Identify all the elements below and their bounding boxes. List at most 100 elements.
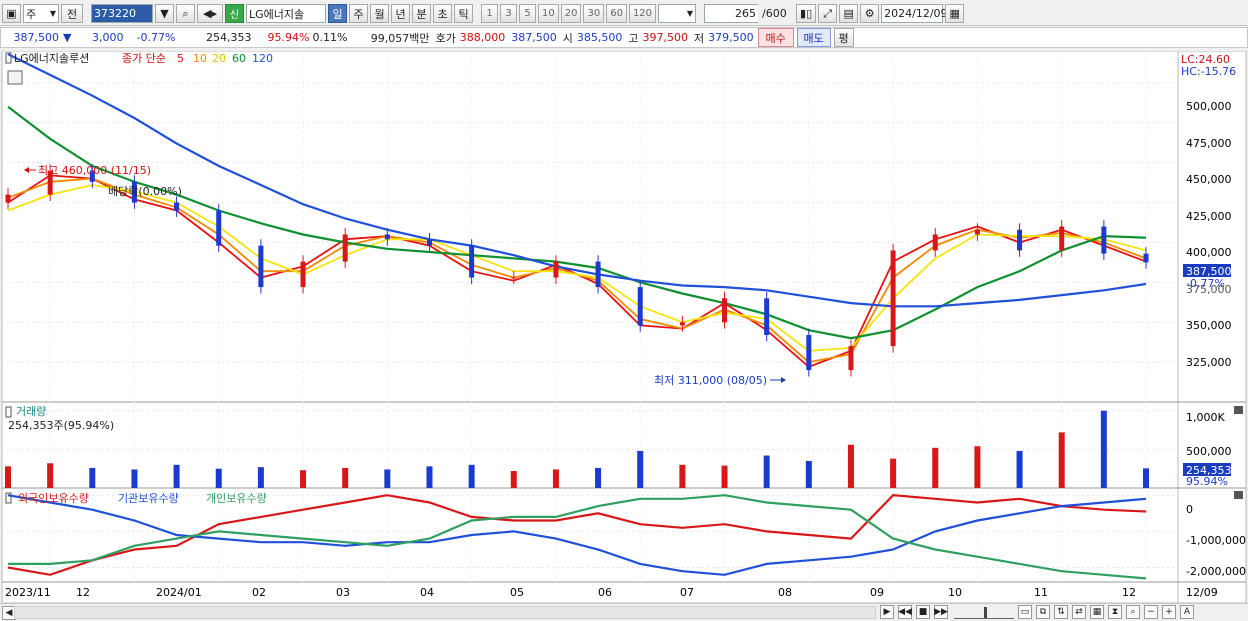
prev-button[interactable]: 전 — [61, 4, 83, 23]
draw-tool-icon[interactable]: ⤢ — [818, 4, 838, 23]
stock-chart[interactable]: LG에너지솔루션 종가 단순 5 10 20 60 120 LC:24.60 H… — [0, 51, 1248, 603]
candle-type-icon[interactable]: ▮▯ — [796, 4, 817, 23]
x-tick: 10 — [948, 586, 962, 599]
holding-legend: 외국인보유수량 기관보유수량 개인보유수량 — [5, 492, 267, 505]
compare-icon[interactable]: ⇄ — [1072, 605, 1086, 619]
candle-body — [426, 239, 432, 246]
interval-1[interactable]: 1 — [481, 4, 498, 23]
calendar-icon[interactable]: ▦ — [945, 4, 965, 23]
zoom-in-icon[interactable]: + — [1162, 605, 1176, 619]
volume-bar — [131, 469, 138, 488]
interval-60[interactable]: 60 — [606, 4, 627, 23]
candle-body — [469, 245, 475, 278]
volume-bar — [847, 444, 854, 488]
candle-body — [932, 234, 938, 251]
tab-minute[interactable]: 분 — [412, 4, 431, 23]
zoom-slider[interactable] — [954, 605, 1014, 619]
tab-yearly[interactable]: 년 — [391, 4, 410, 23]
candle-body — [637, 287, 643, 326]
interval-5[interactable]: 5 — [519, 4, 536, 23]
font-size-icon[interactable]: A — [1180, 605, 1194, 619]
interval-120[interactable]: 120 — [628, 4, 657, 23]
x-tick: 11 — [1034, 586, 1048, 599]
x-tick: 12 — [1122, 586, 1136, 599]
price-tick: 475,000 — [1186, 137, 1232, 150]
legend-ma10: 10 — [193, 52, 207, 65]
volume-bar — [805, 460, 812, 488]
high-price: 397,500 — [642, 31, 688, 44]
count-input[interactable]: 265 — [704, 4, 759, 23]
high-label: 고 — [628, 31, 639, 45]
price-tick: 350,000 — [1186, 319, 1232, 332]
candle-body — [890, 250, 896, 347]
price-tick: 325,000 — [1186, 356, 1232, 369]
fast-forward-icon[interactable]: ▶▶ — [934, 605, 948, 619]
current-volume-label: 254,353 — [1186, 464, 1232, 477]
table-icon[interactable] — [7, 70, 23, 85]
interval-3[interactable]: 3 — [500, 4, 517, 23]
candlesticks — [5, 164, 1149, 377]
market-select[interactable]: 주 ▼ — [23, 4, 59, 23]
gear-icon[interactable]: ⚙ — [860, 4, 880, 23]
legend-marker-icon — [5, 406, 12, 418]
window-menu-icon[interactable]: ▣ — [2, 4, 21, 23]
interval-dropdown[interactable]: ▼ — [658, 4, 697, 23]
volume-bars — [5, 410, 1149, 488]
candle-body — [553, 261, 559, 278]
copy-icon[interactable]: ⧉ — [1036, 605, 1050, 619]
price-tick: 400,000 — [1186, 246, 1232, 259]
scroll-bar-area: ◀ ▶ ◀◀ ■ ▶▶ ▭ ⧉ ⇅ ⇄ ▦ ⧗ ⌕ − + A — [0, 603, 1248, 621]
rewind-icon[interactable]: ◀◀ — [898, 605, 912, 619]
y-axis-bg — [1177, 51, 1247, 603]
trade-amount: 99,057백만 — [370, 31, 430, 45]
layout-icon[interactable]: ▭ — [1018, 605, 1032, 619]
volume-bar — [1058, 432, 1065, 488]
price-tick: 375,000 — [1186, 283, 1232, 296]
buy-button[interactable]: 매수 — [757, 28, 794, 47]
x-tick: 07 — [680, 586, 694, 599]
interval-30[interactable]: 30 — [583, 4, 605, 23]
x-tick: 08 — [778, 586, 792, 599]
zoom-out-icon[interactable]: − — [1144, 605, 1158, 619]
date-input[interactable]: 2024/12/09 — [881, 4, 948, 23]
volume-bar — [510, 471, 517, 488]
volume-bar — [300, 470, 307, 488]
volume-info: 254,353주(95.94%) — [8, 419, 114, 432]
zoom-slider-thumb[interactable] — [984, 607, 987, 618]
horizontal-scrollbar[interactable] — [14, 606, 876, 619]
lc-label: LC:24.60 — [1181, 53, 1230, 66]
tab-second[interactable]: 초 — [433, 4, 452, 23]
search-icon[interactable]: ⌕ — [176, 4, 195, 23]
holding-line-2 — [8, 494, 1147, 580]
scroll-right-icon[interactable]: ▶ — [880, 605, 894, 619]
link-icon[interactable]: ⧗ — [1108, 605, 1122, 619]
stop-icon[interactable]: ■ — [916, 605, 930, 619]
candle-body — [89, 170, 95, 182]
volume-bar — [1016, 450, 1023, 488]
grid-icon[interactable]: ▦ — [1090, 605, 1104, 619]
holding-pane-close-icon[interactable] — [1234, 491, 1243, 499]
sell-button[interactable]: 매도 — [796, 28, 831, 47]
volume-pane-close-icon[interactable] — [1234, 406, 1243, 414]
audio-icon[interactable]: ◀▸ — [197, 4, 223, 23]
tab-daily[interactable]: 일 — [328, 4, 347, 23]
candle-body — [131, 181, 137, 203]
candle-body — [174, 202, 180, 211]
interval-20[interactable]: 20 — [560, 4, 582, 23]
volume-bar — [5, 466, 11, 488]
new-listing-badge[interactable]: 신 — [225, 4, 244, 23]
price-legend: LG에너지솔루션 종가 단순 5 10 20 60 120 — [5, 52, 273, 85]
price-tick: 425,000 — [1186, 210, 1232, 223]
search-chart-icon[interactable]: ⌕ — [1126, 605, 1140, 619]
save-icon[interactable]: ▤ — [839, 4, 859, 23]
interval-10[interactable]: 10 — [538, 4, 559, 23]
max-label: 최고 460,000 (11/15) — [38, 164, 151, 177]
tab-weekly[interactable]: 주 — [349, 4, 368, 23]
eval-button[interactable]: 평 — [833, 28, 854, 47]
code-dropdown-icon[interactable]: ▼ — [155, 4, 174, 23]
tab-tick[interactable]: 틱 — [454, 4, 473, 23]
tab-monthly[interactable]: 월 — [370, 4, 389, 23]
x-axis-right-label: 12/09 — [1186, 586, 1218, 599]
sort-icon[interactable]: ⇅ — [1054, 605, 1068, 619]
stock-code-input[interactable]: 373220 — [91, 4, 153, 23]
